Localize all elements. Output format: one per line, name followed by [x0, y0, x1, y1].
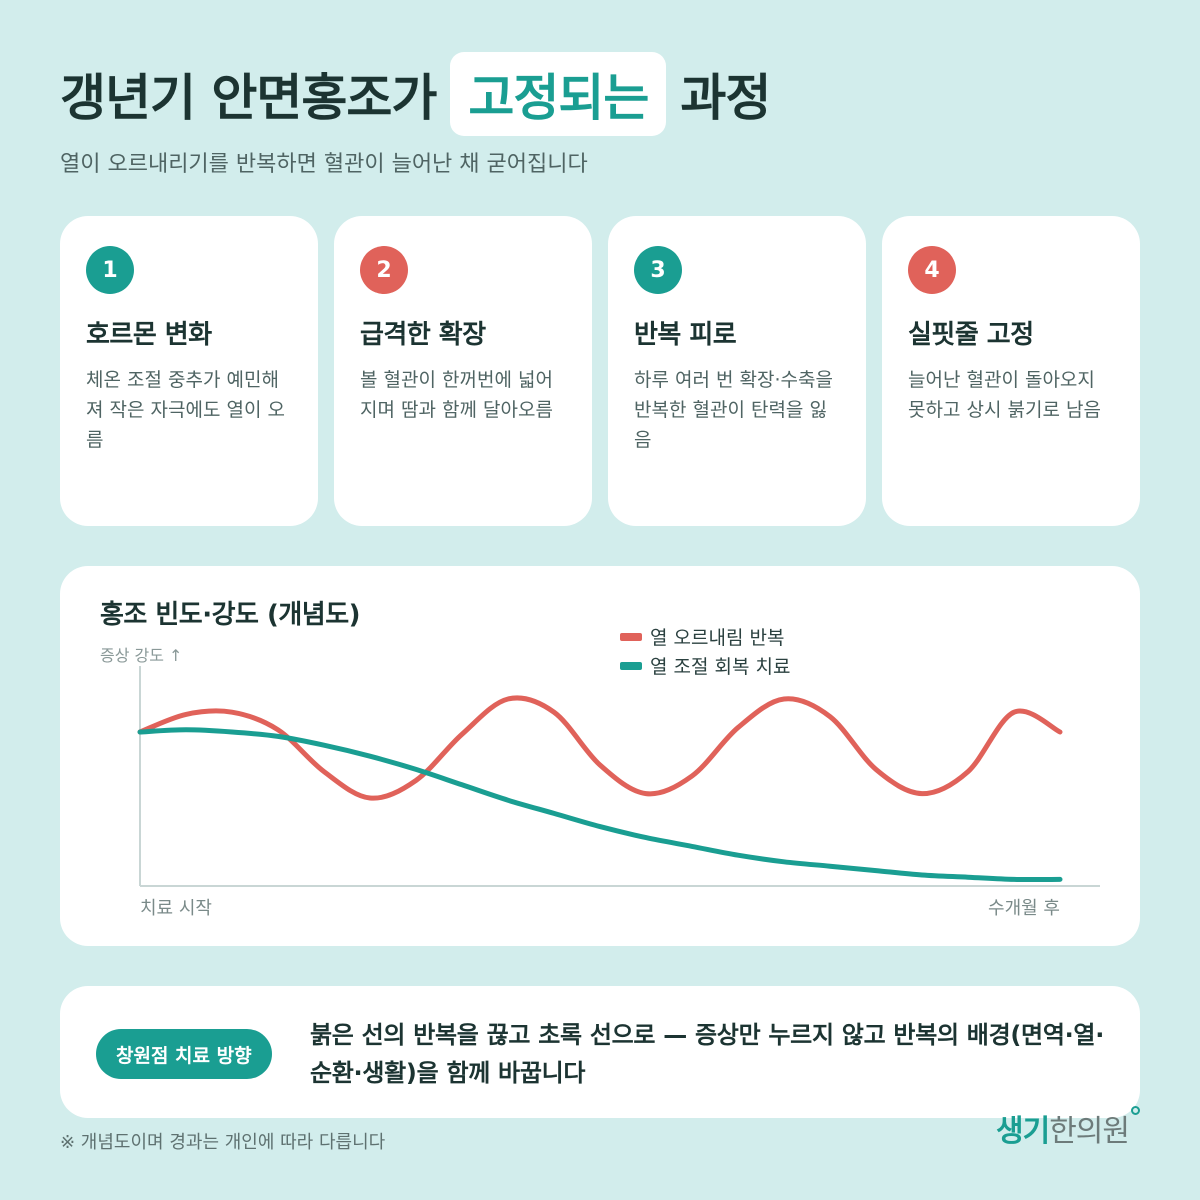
chart-title: 홍조 빈도·강도 (개념도) [100, 600, 361, 630]
series-line-2 [137, 727, 1063, 883]
page-header: 갱년기 안면홍조가 고정되는 과정 [60, 52, 771, 136]
legend-swatch-2 [620, 662, 642, 670]
legend-label-2: 열 조절 회복 치료 [650, 656, 790, 678]
step-card-3: 3 반복 피로 하루 여러 번 확장·수축을 반복한 혈관이 탄력을 잃음 [608, 216, 866, 526]
clinic-logo: 생기 한의원 [996, 1106, 1141, 1150]
step-card-1: 1 호르몬 변화 체온 조절 중추가 예민해져 작은 자극에도 열이 오름 [60, 216, 318, 526]
page-title-lead: 갱년기 안면홍조가 [60, 69, 437, 127]
line-chart: 증상 강도 ↑ 치료 시작 수개월 후 열 오르내림 반복열 조절 회복 치료 [100, 627, 1100, 919]
step-number-badge: 4 [908, 246, 956, 294]
treatment-direction-badge: 창원점 치료 방향 [96, 1029, 272, 1079]
page-title-highlight: 고정되는 [450, 52, 667, 136]
step-number-badge: 1 [86, 246, 134, 294]
step-description: 늘어난 혈관이 돌아오지 못하고 상시 붉기로 남음 [908, 369, 1101, 421]
step-title: 실핏줄 고정 [908, 320, 1034, 350]
step-title: 반복 피로 [634, 320, 737, 350]
legend-swatch-1 [620, 633, 642, 641]
logo-part-1: 생기 [996, 1114, 1050, 1149]
series-layer [137, 695, 1063, 883]
footnote: ※ 개념도이며 경과는 개인에 따라 다릅니다 [60, 1132, 386, 1153]
step-title: 급격한 확장 [360, 320, 486, 350]
step-card-4: 4 실핏줄 고정 늘어난 혈관이 돌아오지 못하고 상시 붉기로 남음 [882, 216, 1140, 526]
step-cards: 1 호르몬 변화 체온 조절 중추가 예민해져 작은 자극에도 열이 오름 2 … [60, 216, 1140, 526]
step-number-badge: 2 [360, 246, 408, 294]
page-title-tail: 과정 [680, 69, 771, 127]
page-subtitle: 열이 오르내리기를 반복하면 혈관이 늘어난 채 굳어집니다 [60, 152, 588, 177]
series-line-1 [137, 695, 1063, 801]
step-description: 하루 여러 번 확장·수축을 반복한 혈관이 탄력을 잃음 [634, 369, 833, 451]
step-description: 체온 조절 중추가 예민해져 작은 자극에도 열이 오름 [86, 369, 285, 451]
logo-circle-icon [1131, 1106, 1141, 1115]
step-title: 호르몬 변화 [86, 320, 212, 350]
step-number-badge: 3 [634, 246, 682, 294]
step-description: 볼 혈관이 한꺼번에 넓어지며 땀과 함께 달아오름 [360, 369, 553, 421]
legend-label-1: 열 오르내림 반복 [650, 627, 784, 649]
treatment-direction-card: 창원점 치료 방향 붉은 선의 반복을 끊고 초록 선으로 — 증상만 누르지 … [60, 986, 1140, 1118]
step-card-2: 2 급격한 확장 볼 혈관이 한꺼번에 넓어지며 땀과 함께 달아오름 [334, 216, 592, 526]
x-tick-label-start: 치료 시작 [140, 898, 212, 919]
y-axis-label: 증상 강도 ↑ [100, 646, 182, 665]
logo-part-2: 한의원 [1049, 1114, 1130, 1149]
treatment-direction-text: 붉은 선의 반복을 끊고 초록 선으로 — 증상만 누르지 않고 반복의 배경(… [310, 1021, 1105, 1087]
chart-legend: 열 오르내림 반복열 조절 회복 치료 [620, 627, 790, 678]
x-tick-label-end: 수개월 후 [988, 898, 1060, 919]
chart-card: 홍조 빈도·강도 (개념도) 증상 강도 ↑ 치료 시작 수개월 후 열 오르내… [60, 566, 1140, 946]
